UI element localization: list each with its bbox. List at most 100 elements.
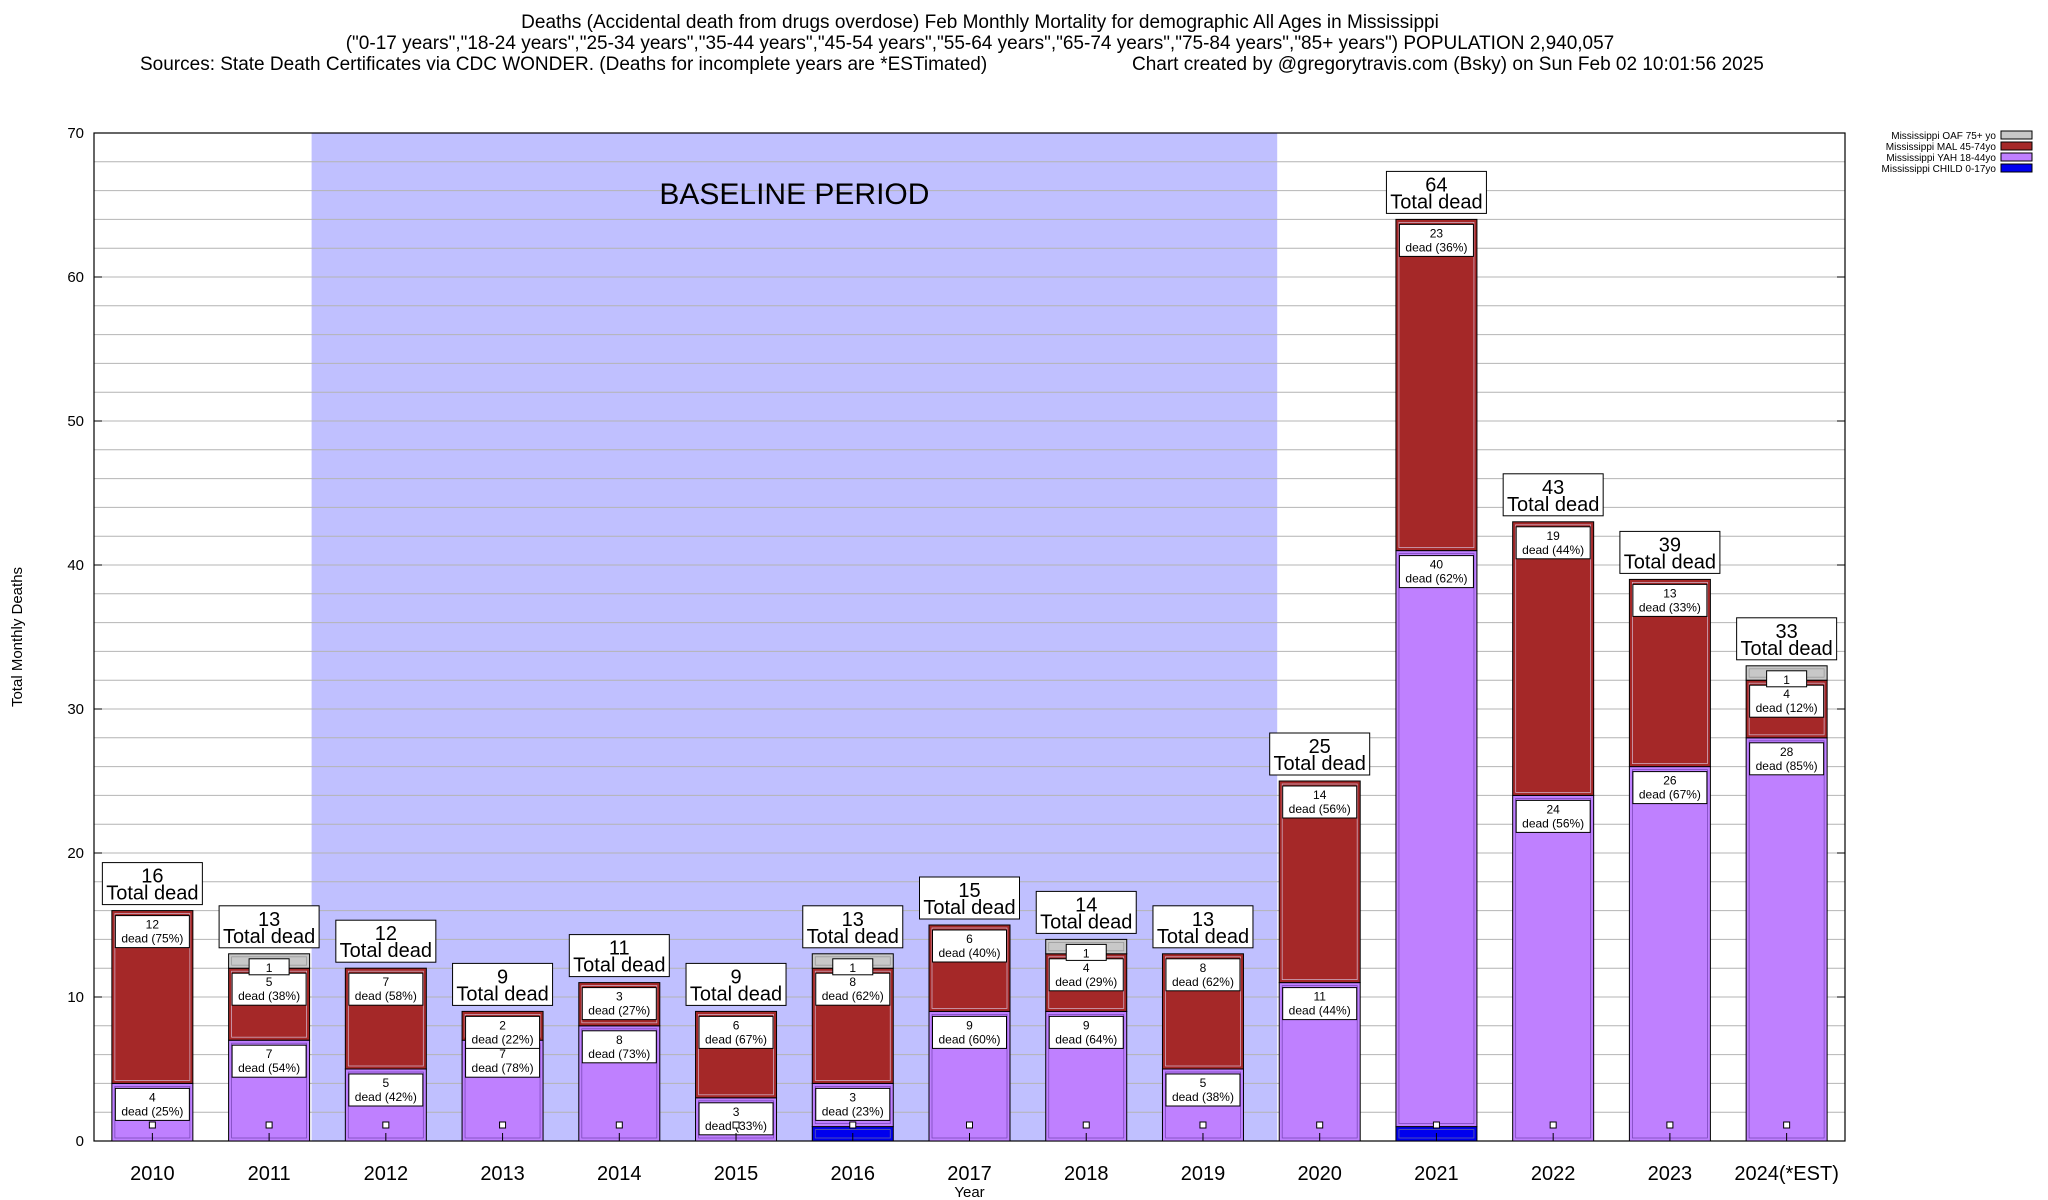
total-value-label: 33 — [1776, 621, 1798, 643]
segment-percent-label: dead (64%) — [1055, 1032, 1117, 1046]
y-tick-label: 30 — [67, 701, 84, 718]
bar-segment-yah — [1745, 737, 1828, 1142]
segment-label-box — [1749, 742, 1825, 776]
x-tick-label: 2015 — [714, 1163, 759, 1185]
segment-value-label: 6 — [966, 932, 973, 946]
segment-percent-label: dead (25%) — [121, 1104, 183, 1118]
segment-label-box — [348, 1073, 424, 1107]
total-value-label: 39 — [1659, 534, 1681, 556]
bar-base-marker — [1432, 1121, 1440, 1129]
segment-label-box — [698, 1015, 774, 1049]
bar-base-marker — [1783, 1121, 1791, 1129]
legend-label: Mississippi OAF 75+ yo — [1891, 131, 1996, 142]
segment-percent-label: dead (44%) — [1522, 543, 1584, 557]
segment-percent-label: dead (23%) — [822, 1104, 884, 1118]
segment-percent-label: dead (75%) — [121, 932, 183, 946]
bar-base-marker — [1082, 1121, 1090, 1129]
bar-base-marker — [1316, 1121, 1324, 1129]
segment-percent-label: dead (78%) — [472, 1061, 534, 1075]
total-label-box — [1152, 905, 1254, 949]
x-tick-label: 2022 — [1531, 1163, 1576, 1185]
y-tick-label: 70 — [67, 125, 84, 142]
x-tick-label: 2018 — [1064, 1163, 1109, 1185]
total-caption-label: Total dead — [1507, 494, 1599, 516]
total-label-box — [685, 962, 787, 1006]
segment-label-box — [581, 1030, 657, 1064]
bar-segment-outline — [698, 1014, 774, 1096]
total-caption-label: Total dead — [456, 983, 548, 1005]
bar-segment-outline — [931, 927, 1008, 1009]
total-label-box — [1385, 170, 1487, 214]
segment-percent-label: dead (67%) — [1639, 788, 1701, 802]
segment-percent-label: dead (38%) — [238, 989, 300, 1003]
total-caption-label: Total dead — [573, 955, 665, 977]
segment-value-label: 1 — [1783, 673, 1790, 687]
bar-segment-outline — [347, 970, 424, 1067]
chart-sources: Sources: State Death Certificates via CD… — [140, 54, 988, 75]
segment-label-box — [1632, 771, 1708, 805]
total-label-box — [452, 962, 554, 1006]
bar-segment-yah — [1512, 794, 1595, 1142]
segment-value-label: 8 — [616, 1033, 623, 1047]
total-value-label: 13 — [842, 909, 864, 931]
legend-swatch-oaf — [2000, 130, 2033, 140]
segment-label-box — [348, 972, 424, 1006]
segment-label-box — [1282, 987, 1358, 1021]
y-tick-label: 40 — [67, 557, 84, 574]
total-label-box — [568, 934, 670, 978]
total-value-label: 9 — [497, 966, 508, 988]
total-value-label: 11 — [609, 938, 630, 960]
segment-value-label: 7 — [499, 1047, 506, 1061]
segment-percent-label: dead (56%) — [1289, 802, 1351, 816]
x-tick-label: 2019 — [1181, 1163, 1226, 1185]
segment-value-label: 4 — [1783, 687, 1790, 701]
segment-label-box — [832, 958, 874, 976]
segment-value-label: 19 — [1546, 529, 1560, 543]
segment-label-box — [231, 972, 307, 1006]
total-caption-label: Total dead — [1274, 753, 1366, 775]
segment-value-label: 5 — [266, 975, 273, 989]
segment-value-label: 28 — [1780, 745, 1794, 759]
segment-label-box — [932, 1015, 1007, 1049]
segment-label-box — [1515, 799, 1591, 833]
total-caption-label: Total dead — [1390, 191, 1482, 213]
segment-value-label: 1 — [266, 961, 273, 975]
segment-value-label: 13 — [1663, 586, 1677, 600]
total-caption-label: Total dead — [1040, 911, 1132, 933]
bar-segment-outline — [1165, 956, 1241, 1067]
total-caption-label: Total dead — [106, 883, 198, 905]
segment-percent-label: dead (62%) — [822, 989, 884, 1003]
baseline-period-label: BASELINE PERIOD — [659, 178, 929, 211]
bar-segment-outline — [1632, 582, 1708, 765]
segment-label-box — [698, 1102, 774, 1136]
segment-label-box — [815, 972, 891, 1006]
x-tick-label: 2023 — [1648, 1163, 1693, 1185]
segment-label-box — [231, 1044, 307, 1078]
segment-label-box — [1165, 958, 1241, 992]
total-label-box — [101, 862, 203, 906]
total-caption-label: Total dead — [1157, 926, 1249, 948]
segment-value-label: 5 — [382, 1076, 389, 1090]
legend-label: Mississippi CHILD 0-17yo — [1882, 164, 1997, 175]
total-caption-label: Total dead — [1740, 638, 1832, 660]
total-label-box — [1269, 732, 1371, 776]
total-label-box — [1619, 530, 1721, 574]
total-caption-label: Total dead — [690, 983, 782, 1005]
x-tick-label: 2016 — [831, 1163, 876, 1185]
segment-label-box — [1048, 958, 1124, 992]
segment-percent-label: dead (44%) — [1289, 1004, 1351, 1018]
y-tick-label: 50 — [67, 413, 84, 430]
y-axis-label: Total Monthly Deaths — [9, 567, 26, 707]
segment-label-box — [248, 958, 290, 976]
bar-base-marker — [615, 1121, 623, 1129]
x-tick-label: 2012 — [364, 1163, 409, 1185]
segment-value-label: 40 — [1430, 558, 1444, 572]
segment-label-box — [1048, 1015, 1124, 1049]
segment-percent-label: dead (56%) — [1522, 816, 1584, 830]
bar-base-marker — [1666, 1121, 1674, 1129]
x-tick-label: 2021 — [1414, 1163, 1459, 1185]
legend-label: Mississippi MAL 45-74yo — [1886, 142, 1997, 153]
x-tick-label: 2014 — [597, 1163, 642, 1185]
chart-title: Deaths (Accidental death from drugs over… — [521, 12, 1439, 33]
segment-value-label: 4 — [149, 1090, 156, 1104]
